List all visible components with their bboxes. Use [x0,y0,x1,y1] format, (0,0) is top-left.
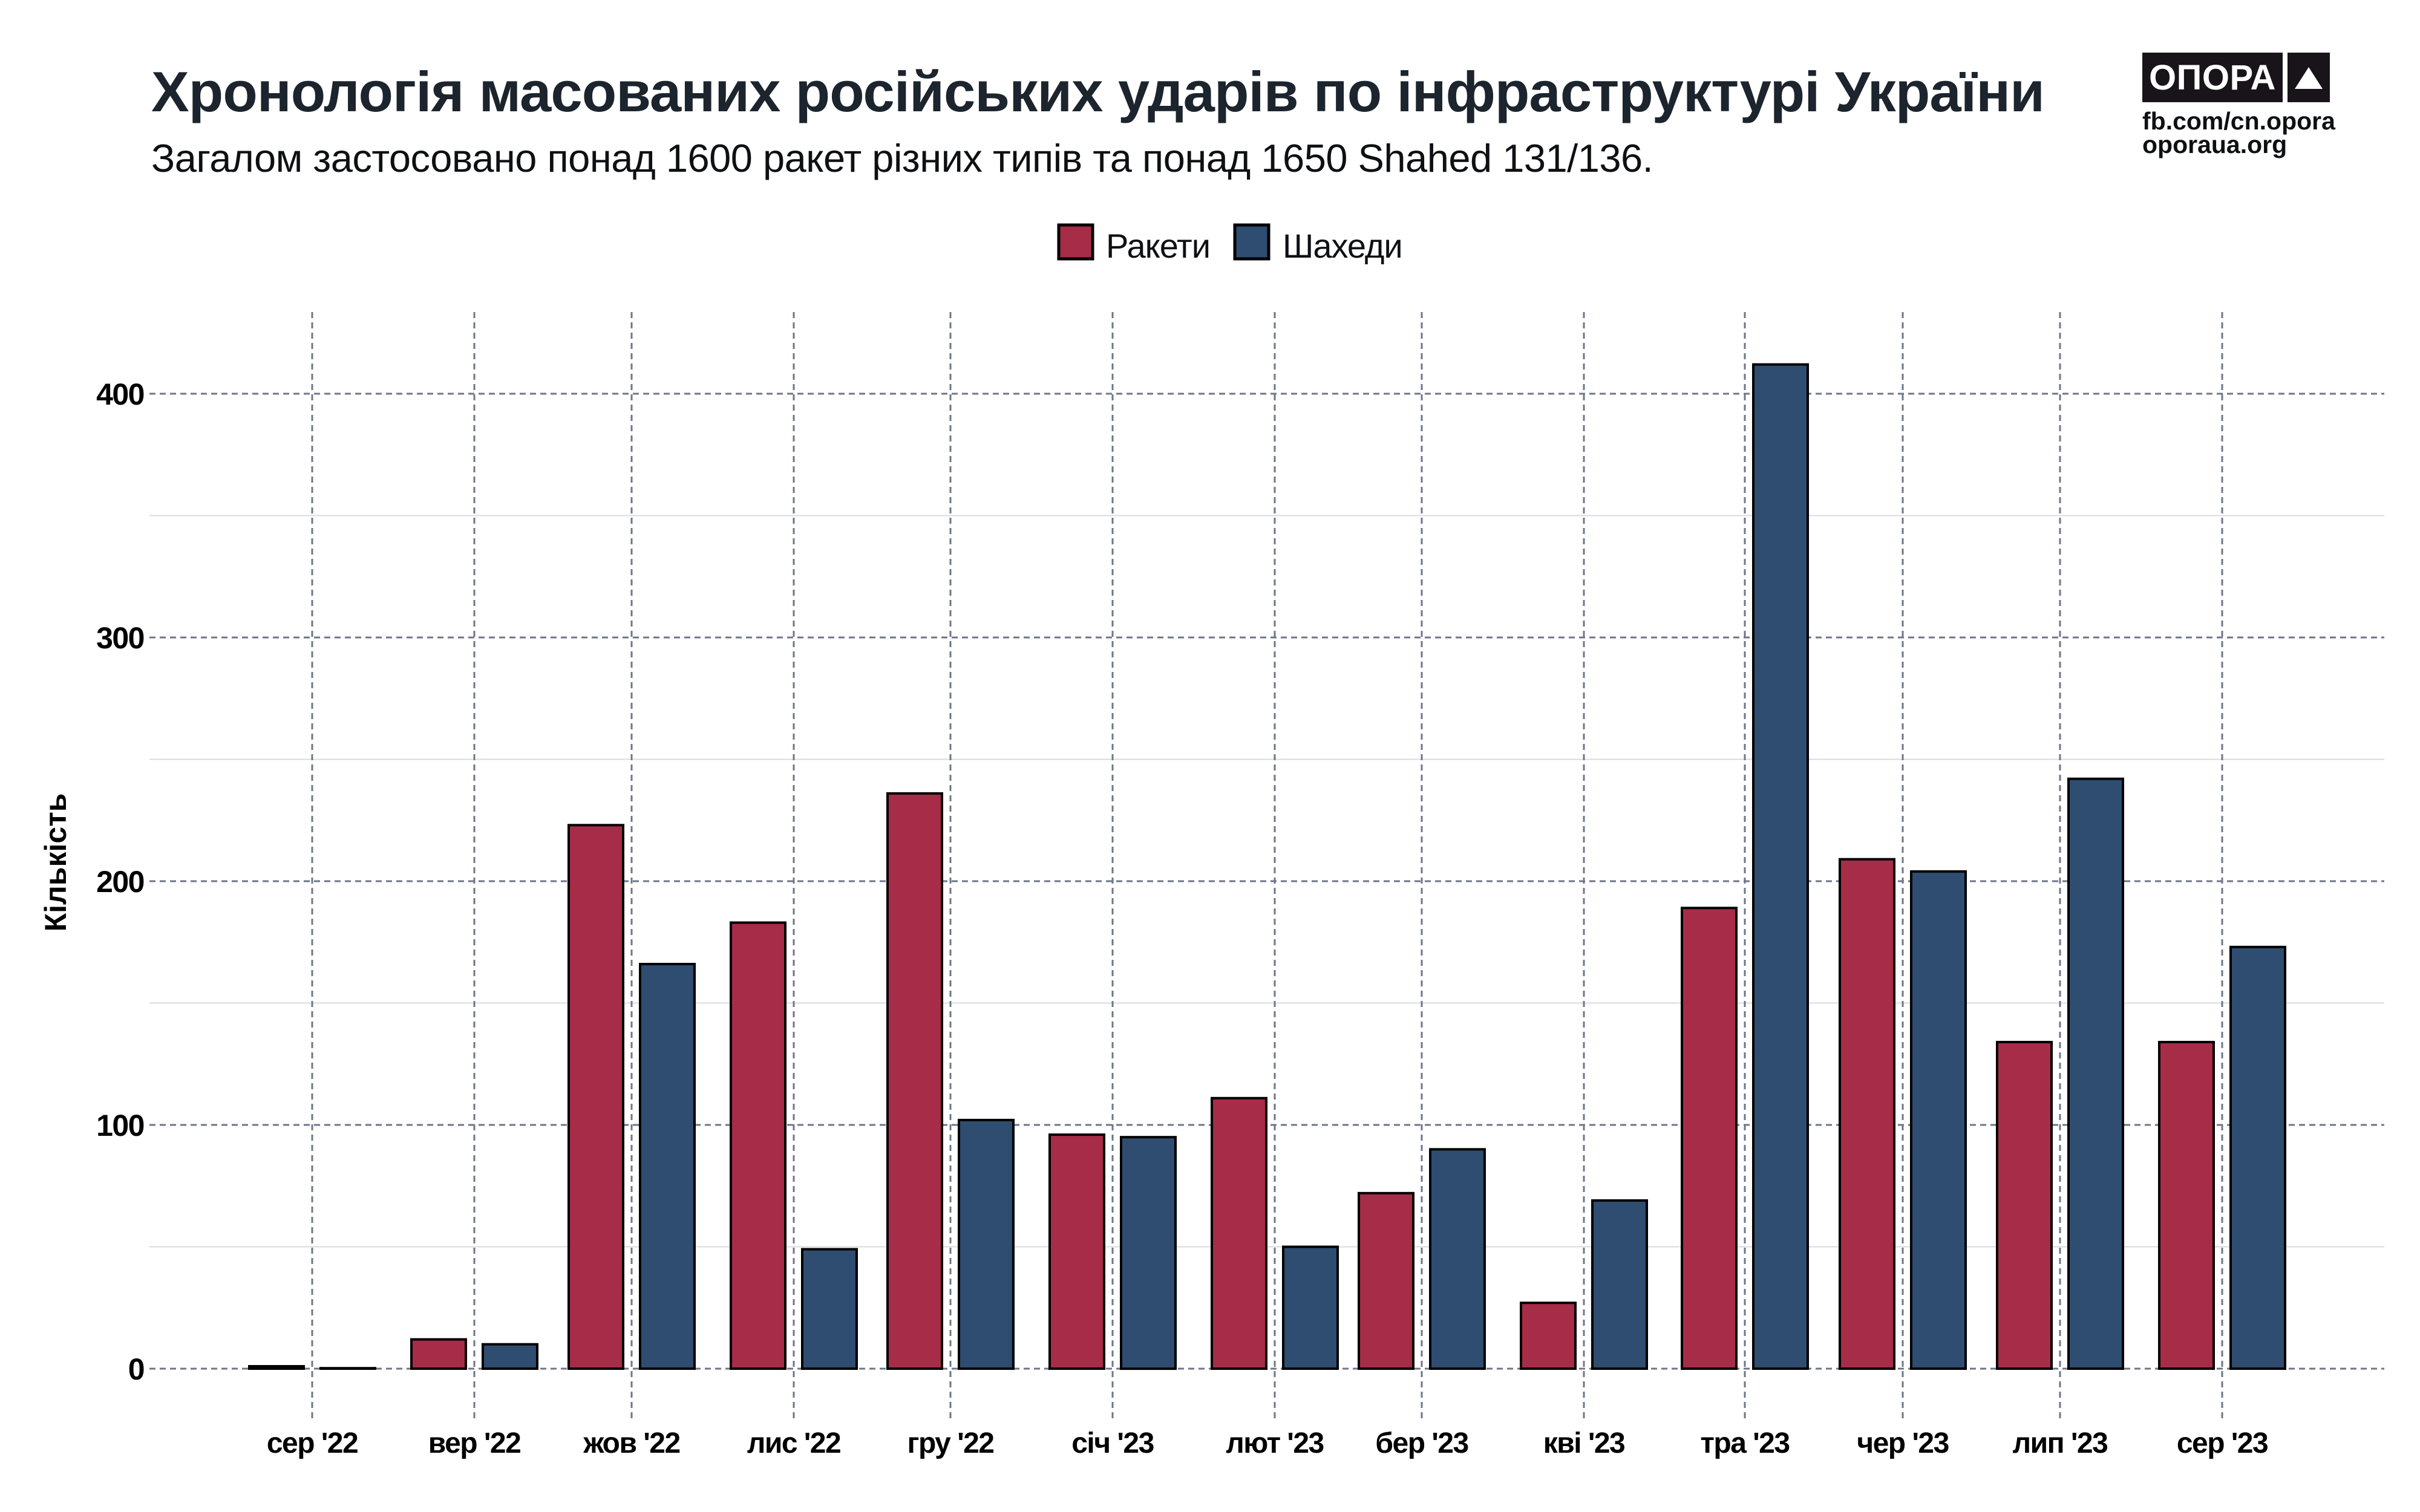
svg-text:200: 200 [96,865,144,899]
svg-text:Ракети: Ракети [1106,227,1210,265]
svg-text:Загалом застосовано понад 1600: Загалом застосовано понад 1600 ракет різ… [151,136,1653,180]
svg-text:0: 0 [128,1352,144,1386]
svg-text:лют '23: лют '23 [1226,1427,1323,1459]
svg-text:100: 100 [96,1109,144,1142]
svg-text:300: 300 [96,621,144,655]
svg-text:ОПОРА: ОПОРА [2149,58,2276,97]
svg-text:лип '23: лип '23 [2013,1427,2108,1459]
svg-text:oporaua.org: oporaua.org [2142,131,2287,158]
svg-text:лис '22: лис '22 [747,1427,840,1459]
svg-text:Кількість: Кількість [39,793,73,932]
svg-text:гру '22: гру '22 [907,1427,993,1459]
svg-text:Хронологія масованих російськи: Хронологія масованих російських ударів п… [151,60,2044,123]
svg-text:кві '23: кві '23 [1543,1427,1625,1459]
svg-text:січ '23: січ '23 [1071,1427,1154,1459]
svg-text:вер '22: вер '22 [428,1427,521,1459]
svg-text:сер '22: сер '22 [267,1427,358,1459]
svg-text:fb.com/cn.opora: fb.com/cn.opora [2142,107,2336,135]
svg-text:Шахеди: Шахеди [1283,227,1402,265]
svg-text:сер '23: сер '23 [2177,1427,2268,1459]
svg-text:400: 400 [96,377,144,411]
svg-text:жов '22: жов '22 [583,1427,679,1459]
svg-text:тра '23: тра '23 [1700,1427,1789,1459]
svg-text:чер '23: чер '23 [1857,1427,1949,1459]
svg-text:бер '23: бер '23 [1375,1427,1468,1459]
